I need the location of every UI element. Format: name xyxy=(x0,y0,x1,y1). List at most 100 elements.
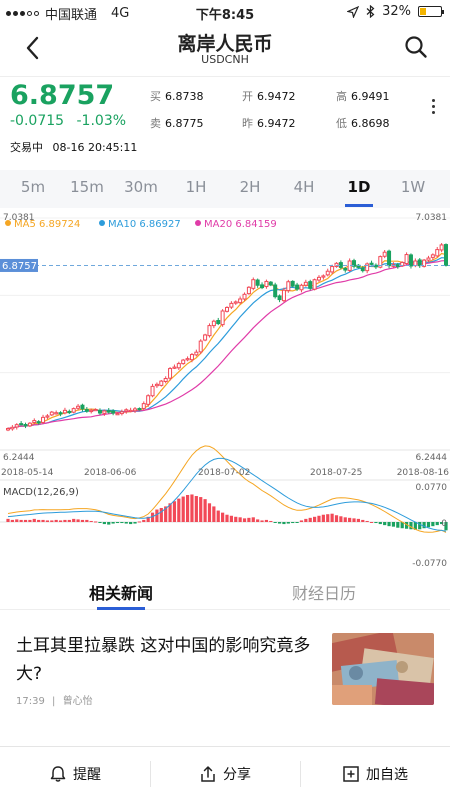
kline-chart[interactable]: 7.0381 7.0381 MA5 6.89724 MA10 6.86927 M… xyxy=(0,208,450,570)
macd-bar xyxy=(269,520,273,522)
candle xyxy=(325,270,330,276)
candle xyxy=(6,427,10,431)
share-icon xyxy=(201,766,215,782)
macd-bar xyxy=(440,522,444,525)
candle xyxy=(80,404,85,410)
period-tabs: 5m 15m 30m 1H 2H 4H 1D 1W xyxy=(0,170,450,208)
macd-bar xyxy=(343,517,347,522)
candle xyxy=(102,410,107,414)
remind-button[interactable]: 提醒 xyxy=(0,747,150,800)
candle xyxy=(10,426,15,430)
news-title[interactable]: 土耳其里拉暴跌 这对中国的影响究竟多大? xyxy=(16,636,311,684)
tab-1h[interactable]: 1H xyxy=(185,178,207,196)
more-menu-icon[interactable] xyxy=(432,99,436,117)
back-button[interactable] xyxy=(22,34,46,62)
candle xyxy=(295,284,300,290)
current-price-tag-text: 6.8757 xyxy=(2,261,37,272)
macd-bar xyxy=(387,522,391,527)
candle xyxy=(62,409,67,414)
macd-bar xyxy=(58,520,63,522)
candle xyxy=(444,244,448,266)
news-item[interactable]: 土耳其里拉暴跌 这对中国的影响究竟多大? 17:39 | 曾心怡 xyxy=(0,620,450,740)
candle xyxy=(242,293,247,300)
search-icon[interactable] xyxy=(404,35,428,59)
bid-cell: 买 6.8738 xyxy=(150,88,204,104)
battery-percent: 32% xyxy=(382,4,411,19)
ma10-line xyxy=(7,257,447,430)
macd-bar xyxy=(6,518,10,522)
change-percent: -1.03% xyxy=(76,113,127,129)
candle xyxy=(308,281,313,289)
macd-bar xyxy=(264,519,269,522)
news-meta: 17:39 | 曾心怡 xyxy=(16,696,93,707)
network-label: 4G xyxy=(111,6,130,21)
open-value: 6.9472 xyxy=(257,90,296,103)
candle xyxy=(216,320,221,325)
prev-close-cell: 昨 6.9472 xyxy=(242,115,296,131)
news-thumbnail[interactable] xyxy=(332,633,434,705)
candle xyxy=(71,408,76,413)
share-button[interactable]: 分享 xyxy=(150,747,300,800)
tab-related-news[interactable]: 相关新闻 xyxy=(89,580,153,610)
macd-bar xyxy=(409,522,413,530)
macd-bar xyxy=(185,494,190,522)
tab-1d[interactable]: 1D xyxy=(337,178,381,207)
candle xyxy=(387,250,392,267)
candle xyxy=(229,302,234,308)
location-icon xyxy=(347,5,360,18)
macd-bar xyxy=(94,521,98,523)
y-max-label-left: 7.0381 xyxy=(3,213,35,223)
candle xyxy=(154,383,159,387)
macd-bar xyxy=(352,518,356,522)
tab-15m[interactable]: 15m xyxy=(70,178,104,196)
macd-bar xyxy=(159,507,163,522)
macd-bar xyxy=(365,520,369,522)
candle xyxy=(281,289,286,302)
macd-bar xyxy=(404,522,409,529)
tab-1w[interactable]: 1W xyxy=(400,178,426,196)
macd-bar xyxy=(400,522,404,529)
macd-bar xyxy=(80,519,85,522)
macd-bar xyxy=(129,522,133,525)
candle xyxy=(76,405,81,409)
candle xyxy=(404,254,409,265)
news-author: 曾心怡 xyxy=(62,696,93,707)
ma20-dot xyxy=(195,220,201,226)
macd-bar xyxy=(260,520,264,522)
low-value: 6.8698 xyxy=(351,117,390,130)
candle xyxy=(128,409,133,413)
ma-lines xyxy=(7,252,447,430)
macd-bar xyxy=(229,515,233,522)
high-cell: 高 6.9491 xyxy=(336,88,390,104)
macd-max-label: 0.0770 xyxy=(416,483,448,493)
add-watchlist-button[interactable]: 加自选 xyxy=(300,747,450,800)
candle xyxy=(251,279,256,289)
candle xyxy=(225,306,229,312)
macd-bar xyxy=(247,517,251,522)
candle xyxy=(111,410,116,414)
macd-bar xyxy=(216,510,220,522)
candle xyxy=(264,280,269,288)
tab-30m[interactable]: 30m xyxy=(124,178,158,196)
candle xyxy=(45,415,50,418)
ma20-label: MA20 6.84159 xyxy=(204,219,277,230)
y-min-label-left: 6.2444 xyxy=(3,453,35,463)
candle xyxy=(238,298,243,304)
candle xyxy=(260,284,265,289)
symbol-code: USDCNH xyxy=(201,53,249,66)
tab-4h[interactable]: 4H xyxy=(293,178,315,196)
candle xyxy=(172,366,177,369)
candle xyxy=(408,254,413,267)
macd-bar xyxy=(199,497,203,522)
candle xyxy=(141,403,146,409)
tab-economic-calendar[interactable]: 财经日历 xyxy=(292,584,357,603)
x-tick-1: 2018-05-14 xyxy=(1,468,54,478)
macd-bar xyxy=(317,515,321,522)
macd-bar xyxy=(361,519,365,522)
tab-2h[interactable]: 2H xyxy=(239,178,261,196)
macd-bar xyxy=(85,519,89,522)
tab-5m[interactable]: 5m xyxy=(20,178,46,196)
macd-bar xyxy=(207,503,212,522)
candle xyxy=(194,351,199,356)
macd-bar xyxy=(181,496,185,522)
